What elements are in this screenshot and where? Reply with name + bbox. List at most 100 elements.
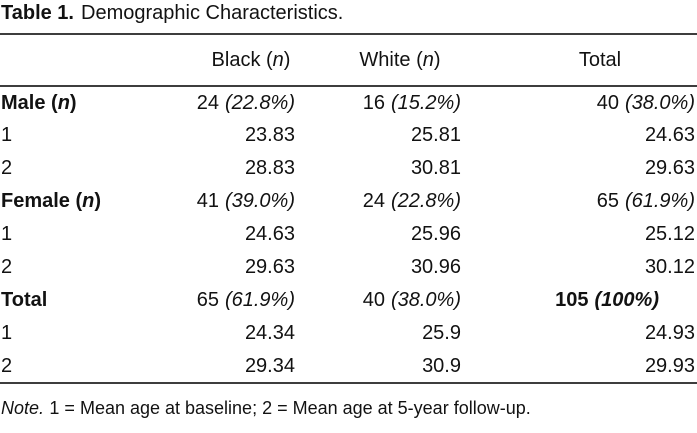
table-row-total-baseline: 1 24.34 25.9 24.93 <box>0 317 697 350</box>
column-header-black: Black (n) <box>165 34 297 86</box>
total-cell: 29.93 <box>463 350 697 383</box>
table-row-total: Total 65 (61.9%) 40 (38.0%) 105 (100%) <box>0 284 697 317</box>
cell-value: 24.63 <box>244 223 295 245</box>
row-label-text: Female ( <box>1 190 83 212</box>
row-label-close: ) <box>69 91 77 114</box>
cell-value: 24.63 <box>644 124 695 146</box>
cell-value: 29.63 <box>644 157 695 179</box>
table-row-male: Male (n) 24 (22.8%) 16 (15.2%) 40 (38.0%) <box>0 86 697 119</box>
cell-percent: (22.8%) <box>224 91 295 114</box>
column-header-white-text: White ( <box>359 48 423 71</box>
row-label-text: 2 <box>1 354 13 377</box>
cell-value: 65 <box>596 190 619 212</box>
cell-value: 29.63 <box>244 256 295 278</box>
total-cell: 29.63 <box>463 152 697 185</box>
cell-value: 16 <box>362 91 385 114</box>
row-label-cell: Female (n) <box>0 185 165 218</box>
total-cell: 24.63 <box>463 119 697 152</box>
cell-percent: (38.0%) <box>390 289 461 311</box>
cell-value: 105 <box>555 289 589 311</box>
black-cell: 23.83 <box>165 119 297 152</box>
cell-value: 29.93 <box>644 354 695 377</box>
row-label-close: ) <box>94 190 102 212</box>
row-label-text: 1 <box>1 223 13 245</box>
white-cell: 24 (22.8%) <box>297 185 463 218</box>
column-header-empty <box>0 34 165 86</box>
cell-percent: (22.8%) <box>390 190 461 212</box>
black-cell: 24 (22.8%) <box>165 86 297 119</box>
column-header-total-text: Total <box>578 48 622 71</box>
total-cell: 65 (61.9%) <box>463 185 697 218</box>
cell-value: 25.12 <box>644 223 695 245</box>
cell-percent: (100%) <box>594 289 659 311</box>
note-text: 1 = Mean age at baseline; 2 = Mean age a… <box>49 398 531 418</box>
black-cell: 24.63 <box>165 218 297 251</box>
black-cell: 29.34 <box>165 350 297 383</box>
cell-value: 30.96 <box>410 256 461 278</box>
header-row: Black (n) White (n) Total <box>0 34 697 86</box>
row-label-cell: 1 <box>0 119 165 152</box>
white-cell: 25.9 <box>297 317 463 350</box>
black-cell: 41 (39.0%) <box>165 185 297 218</box>
row-label-text: Male ( <box>1 91 58 114</box>
total-cell: 25.12 <box>463 218 697 251</box>
row-label-cell: Male (n) <box>0 86 165 119</box>
total-cell: 105 (100%) <box>463 284 697 317</box>
white-cell: 30.81 <box>297 152 463 185</box>
cell-value: 24 <box>196 91 219 114</box>
table-row-female: Female (n) 41 (39.0%) 24 (22.8%) 65 (61.9%) <box>0 185 697 218</box>
table-row-female-baseline: 1 24.63 25.96 25.12 <box>0 218 697 251</box>
cell-value: 23.83 <box>244 124 295 146</box>
table-row-male-baseline: 1 23.83 25.81 24.63 <box>0 119 697 152</box>
row-label-cell: 2 <box>0 251 165 284</box>
cell-value: 29.34 <box>244 354 295 377</box>
cell-value: 24.34 <box>244 322 295 344</box>
cell-value: 24.93 <box>644 322 695 344</box>
column-header-white-n: n <box>422 48 434 71</box>
note-label: Note. <box>1 398 45 418</box>
black-cell: 28.83 <box>165 152 297 185</box>
total-cell: 30.12 <box>463 251 697 284</box>
cell-value: 40 <box>362 289 385 311</box>
cell-value: 41 <box>196 190 219 212</box>
column-header-black-text: Black ( <box>211 48 273 71</box>
total-cell: 40 (38.0%) <box>463 86 697 119</box>
cell-value: 25.9 <box>422 322 461 344</box>
black-cell: 65 (61.9%) <box>165 284 297 317</box>
row-label-text: 2 <box>1 256 13 278</box>
cell-value: 65 <box>196 289 219 311</box>
row-label-n: n <box>57 91 70 114</box>
table-title: Table 1. Demographic Characteristics. <box>0 0 697 33</box>
column-header-total: Total <box>463 34 697 86</box>
cell-percent: (61.9%) <box>624 190 695 212</box>
cell-percent: (39.0%) <box>224 190 295 212</box>
cell-value: 30.12 <box>644 256 695 278</box>
row-label-text: Total <box>1 289 48 311</box>
cell-percent: (61.9%) <box>224 289 295 311</box>
row-label-cell: Total <box>0 284 165 317</box>
white-cell: 30.96 <box>297 251 463 284</box>
column-header-black-close: ) <box>283 48 291 71</box>
table-title-label: Table 1. <box>1 2 74 24</box>
cell-percent: (15.2%) <box>390 91 461 114</box>
column-header-white: White (n) <box>297 34 463 86</box>
cell-percent: (38.0%) <box>624 91 695 114</box>
row-label-text: 1 <box>1 322 13 344</box>
table-note: Note. 1 = Mean age at baseline; 2 = Mean … <box>0 398 697 419</box>
column-header-white-close: ) <box>433 48 441 71</box>
row-label-cell: 1 <box>0 317 165 350</box>
cell-value: 24 <box>362 190 385 212</box>
table-row-male-followup: 2 28.83 30.81 29.63 <box>0 152 697 185</box>
cell-value: 40 <box>596 91 619 114</box>
cell-value: 25.96 <box>410 223 461 245</box>
black-cell: 29.63 <box>165 251 297 284</box>
table-title-text: Demographic Characteristics. <box>81 2 344 24</box>
white-cell: 16 (15.2%) <box>297 86 463 119</box>
white-cell: 30.9 <box>297 350 463 383</box>
row-label-text: 1 <box>1 124 13 146</box>
cell-value: 30.9 <box>422 354 461 377</box>
row-label-text: 2 <box>1 157 13 179</box>
demographics-table: Black (n) White (n) Total Male (n) 24 (22… <box>0 33 697 384</box>
white-cell: 25.81 <box>297 119 463 152</box>
